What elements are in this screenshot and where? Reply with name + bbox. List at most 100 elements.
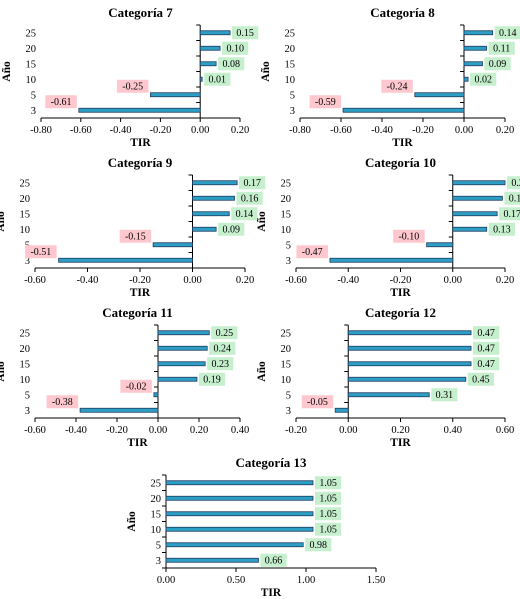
data-label: 0.47 bbox=[477, 328, 495, 339]
x-tick-label: -0.60 bbox=[24, 275, 46, 286]
data-label-box bbox=[204, 72, 231, 86]
bar bbox=[165, 511, 314, 517]
chart-title: Categoría 8 bbox=[370, 5, 435, 20]
data-label-box bbox=[25, 245, 57, 259]
chart-title: Categoría 10 bbox=[365, 155, 436, 170]
data-label-box bbox=[309, 95, 342, 109]
x-tick-label: 0.00 bbox=[183, 275, 201, 286]
bar bbox=[426, 242, 454, 248]
y-tick-label: 25 bbox=[20, 328, 31, 339]
data-label-box bbox=[484, 57, 511, 71]
bar bbox=[165, 495, 314, 501]
x-tick-label: -0.20 bbox=[149, 125, 171, 136]
bar bbox=[347, 361, 472, 367]
x-tick-label: -0.80 bbox=[30, 125, 52, 136]
data-label-box bbox=[260, 553, 287, 567]
bar bbox=[157, 361, 206, 367]
data-label: 0.47 bbox=[477, 359, 495, 370]
x-tick-label: 0.60 bbox=[496, 425, 514, 436]
data-label-box bbox=[473, 357, 500, 371]
data-label: -0.47 bbox=[302, 247, 323, 258]
x-axis-title: TIR bbox=[390, 437, 411, 449]
bar bbox=[347, 376, 467, 382]
y-tick-label: 5 bbox=[25, 390, 30, 401]
x-tick-label: 0.20 bbox=[496, 125, 514, 136]
y-tick-label: 5 bbox=[31, 90, 36, 101]
y-tick-label: 25 bbox=[281, 328, 292, 339]
x-tick-label: -0.40 bbox=[77, 275, 99, 286]
y-tick-label: 10 bbox=[26, 75, 37, 86]
x-tick-label: -0.20 bbox=[106, 425, 128, 436]
x-tick-label: 0.20 bbox=[236, 275, 254, 286]
x-tick-label: -0.20 bbox=[412, 125, 434, 136]
x-tick-label: 1.00 bbox=[297, 575, 315, 586]
data-label: 0.16 bbox=[241, 193, 259, 204]
x-tick-label: 0.20 bbox=[496, 275, 514, 286]
data-label: 0.66 bbox=[265, 555, 283, 566]
x-axis-title: TIR bbox=[261, 587, 282, 599]
data-label: 0.11 bbox=[493, 43, 510, 54]
x-axis-title: TIR bbox=[390, 287, 411, 299]
data-label: 0.31 bbox=[436, 390, 454, 401]
bar bbox=[199, 61, 217, 67]
bar bbox=[452, 226, 488, 232]
data-label-box bbox=[473, 341, 500, 355]
x-tick-label: 1.50 bbox=[367, 575, 385, 586]
y-tick-label: 5 bbox=[290, 90, 295, 101]
y-tick-label: 10 bbox=[20, 375, 31, 386]
chart-title: Categoría 11 bbox=[102, 305, 172, 320]
bar bbox=[165, 526, 314, 532]
data-label: 0.20 bbox=[511, 178, 520, 189]
y-tick-label: 3 bbox=[156, 556, 161, 567]
y-tick-label: 15 bbox=[151, 509, 162, 520]
data-label: 0.14 bbox=[499, 28, 517, 39]
y-tick-label: 3 bbox=[290, 106, 295, 117]
data-label: -0.59 bbox=[315, 97, 336, 108]
x-tick-label: 0.40 bbox=[444, 425, 462, 436]
y-axis-title: Año bbox=[256, 211, 268, 232]
bar bbox=[199, 30, 231, 36]
bar bbox=[347, 330, 472, 336]
y-tick-label: 10 bbox=[281, 225, 292, 236]
data-label-box bbox=[315, 476, 342, 490]
bar bbox=[192, 211, 230, 217]
data-label-box bbox=[198, 372, 226, 386]
data-label-box bbox=[211, 326, 238, 340]
data-label-box bbox=[45, 95, 77, 109]
x-tick-label: 0.00 bbox=[455, 125, 473, 136]
data-label: 1.05 bbox=[319, 524, 337, 535]
bar bbox=[463, 61, 483, 67]
y-axis-title: Año bbox=[0, 361, 7, 382]
data-label-box bbox=[301, 395, 334, 409]
data-label: 0.09 bbox=[222, 224, 240, 235]
y-tick-label: 25 bbox=[281, 178, 292, 189]
x-tick-label: 0.20 bbox=[231, 125, 249, 136]
bar bbox=[334, 407, 349, 413]
y-tick-label: 5 bbox=[286, 240, 291, 251]
y-tick-label: 5 bbox=[156, 540, 161, 551]
y-tick-label: 20 bbox=[20, 194, 31, 205]
data-label-box bbox=[473, 326, 500, 340]
y-axis-title: Año bbox=[126, 511, 138, 532]
x-axis-title: TIR bbox=[392, 137, 413, 149]
bar bbox=[452, 211, 498, 217]
x-tick-label: -0.60 bbox=[285, 275, 307, 286]
data-label-box bbox=[488, 222, 515, 236]
data-label: 1.05 bbox=[319, 509, 337, 520]
data-label: -0.15 bbox=[125, 231, 146, 242]
bar bbox=[329, 257, 454, 263]
data-label-box bbox=[315, 522, 342, 536]
x-tick-label: 0.00 bbox=[191, 125, 209, 136]
y-tick-label: 25 bbox=[151, 478, 162, 489]
data-label: 0.13 bbox=[493, 224, 511, 235]
bar bbox=[342, 107, 465, 113]
data-label: -0.25 bbox=[122, 81, 143, 92]
bar bbox=[463, 30, 494, 36]
bar bbox=[157, 376, 198, 382]
y-tick-label: 15 bbox=[281, 209, 292, 220]
data-label: 0.98 bbox=[310, 540, 328, 551]
x-tick-label: -0.60 bbox=[24, 425, 46, 436]
data-label: -0.02 bbox=[126, 381, 147, 392]
data-label-box bbox=[119, 229, 152, 243]
bar bbox=[199, 76, 203, 82]
